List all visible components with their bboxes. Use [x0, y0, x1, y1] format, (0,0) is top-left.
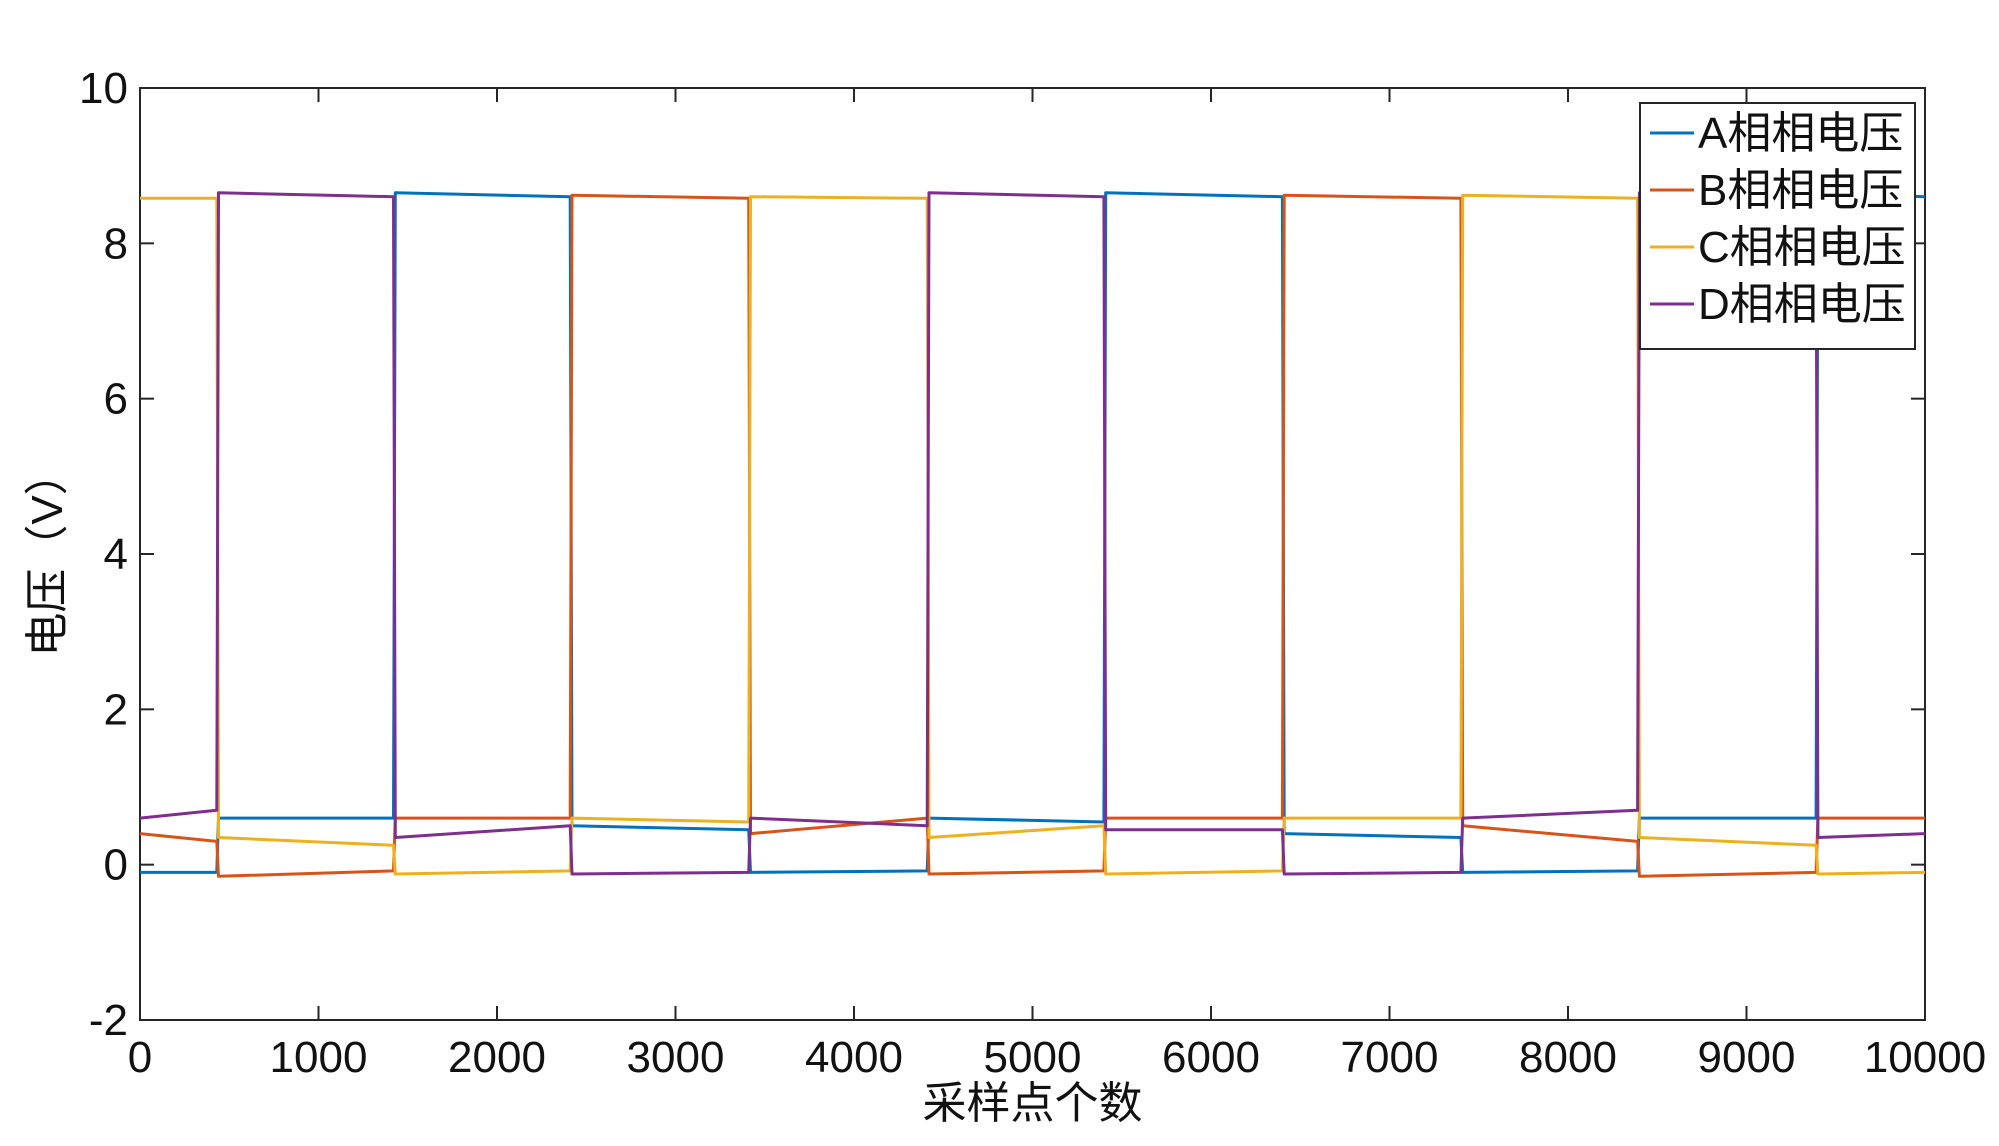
x-tick-label: 9000: [1698, 1033, 1796, 1082]
x-tick-label: 1000: [270, 1033, 368, 1082]
y-tick-label: 10: [79, 64, 128, 113]
plot-area: 0 1000 2000 3000 4000 5000 6000 7000 8000 9000 100…: [79, 64, 1986, 1082]
x-tick-label: 10000: [1864, 1033, 1986, 1082]
x-tick-label: 0: [128, 1033, 152, 1082]
y-tick-label: 2: [104, 685, 128, 734]
tick-layer: 0 1000 2000 3000 4000 5000 6000 7000 8000 9000 100…: [79, 64, 1986, 1082]
legend-label: D相相电压: [1698, 280, 1906, 329]
y-tick-label: -2: [89, 996, 128, 1045]
series-line-d: [139, 191, 1926, 876]
y-tick-label: 0: [104, 841, 128, 890]
legend-label: C相相电压: [1698, 223, 1906, 272]
legend: A相相电压 B相相电压 C相相电压 D相相电压: [1639, 102, 1916, 350]
x-tick-label: 3000: [627, 1033, 725, 1082]
x-tick-label: 4000: [805, 1033, 903, 1082]
x-tick-label: 5000: [984, 1033, 1082, 1082]
y-tick-label: 8: [104, 219, 128, 268]
legend-label: A相相电压: [1698, 109, 1903, 158]
x-axis-label: 采样点个数: [923, 1079, 1143, 1128]
x-tick-label: 8000: [1519, 1033, 1617, 1082]
y-tick-label: 6: [104, 375, 128, 424]
legend-box: [1639, 102, 1916, 350]
x-tick-label: 7000: [1341, 1033, 1439, 1082]
y-tick-label: 4: [104, 530, 128, 579]
y-axis-label: 电压（V）: [23, 451, 72, 656]
legend-label: B相相电压: [1698, 166, 1903, 215]
x-tick-label: 2000: [448, 1033, 546, 1082]
x-tick-label: 6000: [1162, 1033, 1260, 1082]
plot-frame: [139, 87, 1926, 1021]
series-layer: [139, 191, 1926, 878]
